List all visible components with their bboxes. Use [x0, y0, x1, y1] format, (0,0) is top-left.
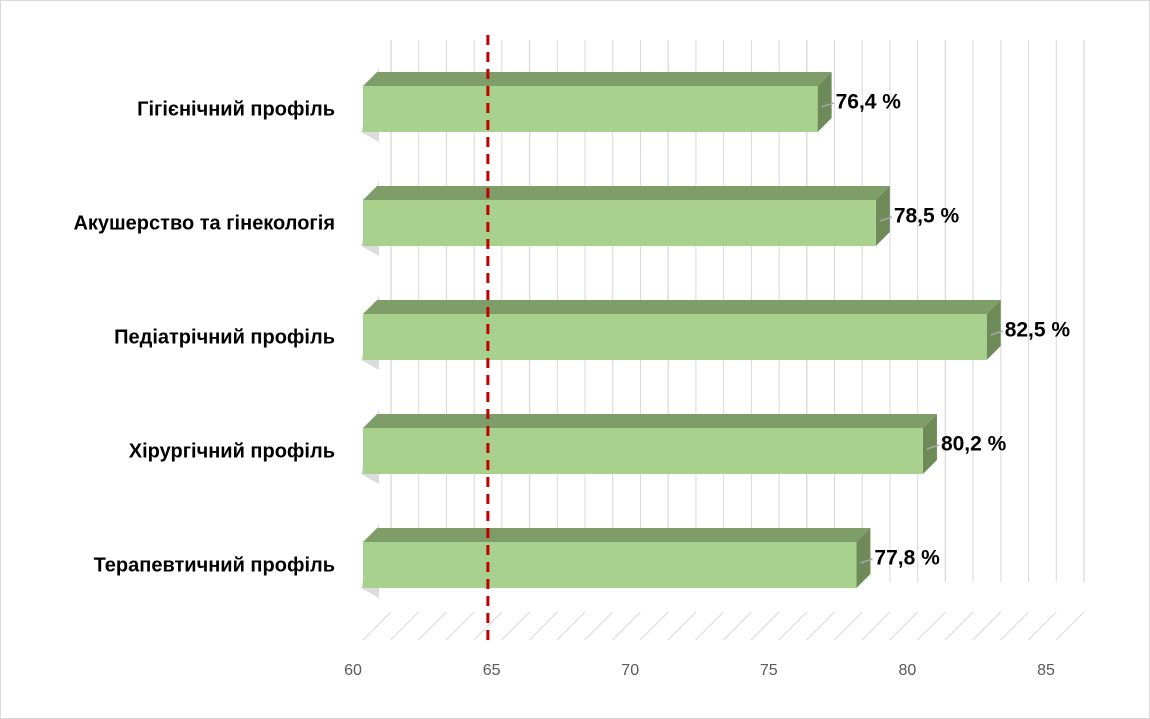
floor-gridline — [1027, 611, 1057, 641]
floor-gridline — [1055, 611, 1085, 641]
floor-gridline — [639, 611, 669, 641]
floor-gridline — [944, 611, 974, 641]
bars-layer — [361, 66, 1001, 598]
floor-gridline — [806, 611, 835, 641]
bar — [363, 200, 876, 246]
value-leader — [821, 102, 834, 108]
value-leader — [990, 330, 1003, 336]
floor-gridline — [667, 611, 697, 641]
labels-layer: 60 65 70 75 80 85 76,4 % Гігієнічний профіль 78,… — [73, 91, 1070, 679]
bar — [363, 86, 818, 132]
x-tick-label: 60 — [344, 662, 362, 679]
bar-top — [363, 300, 1001, 314]
floor-gridline — [528, 611, 558, 641]
bar — [363, 542, 857, 588]
category-label: Хірургічний профіль — [129, 440, 335, 462]
floor-gridline — [418, 611, 447, 641]
bar-side — [922, 414, 937, 474]
category-label: Гігієнічний профіль — [137, 98, 335, 120]
bar-top — [363, 528, 871, 542]
x-tick-label: 65 — [483, 662, 501, 679]
category-label: Педіатрічний профіль — [114, 326, 335, 348]
bar-side — [875, 186, 890, 246]
value-leader — [879, 216, 893, 222]
x-tick-label: 70 — [621, 662, 639, 679]
value-leader — [926, 444, 940, 450]
bar — [363, 314, 987, 360]
floor-gridline — [778, 611, 808, 641]
value-label: 78,5 % — [894, 205, 960, 228]
x-tick-label: 75 — [760, 662, 778, 679]
x-tick-label: 80 — [899, 662, 917, 679]
floor-gridline — [723, 611, 752, 641]
floor-gridline — [473, 611, 503, 641]
floor-gridline — [501, 611, 530, 641]
floor-gridline — [612, 611, 641, 641]
bar-top — [363, 72, 832, 86]
floor-gridline — [917, 611, 946, 641]
category-label: Терапевтичний профіль — [94, 554, 335, 576]
floor-gridline — [750, 611, 780, 641]
floor-gridline — [861, 611, 891, 641]
bar-side — [817, 72, 832, 132]
value-label: 82,5 % — [1005, 319, 1071, 342]
floor-gridline — [695, 611, 724, 641]
bar-side — [856, 528, 871, 588]
floor-gridline — [556, 611, 586, 641]
floor-gridline — [889, 611, 919, 641]
bar — [363, 428, 923, 474]
floor-gridline — [584, 611, 614, 641]
bar-top — [363, 186, 890, 200]
value-label: 77,8 % — [874, 547, 940, 570]
x-tick-label: 85 — [1037, 662, 1055, 679]
floor-gridline — [972, 611, 1002, 641]
category-label: Акушерство та гінекологія — [73, 212, 335, 234]
floor-gridline — [362, 611, 392, 641]
bar-top — [363, 414, 937, 428]
floor-gridline — [445, 611, 475, 641]
value-leader — [860, 558, 873, 564]
bar-side — [986, 300, 1001, 360]
floor-gridline — [1000, 611, 1029, 641]
value-label: 76,4 % — [836, 91, 902, 114]
value-label: 80,2 % — [941, 433, 1007, 456]
floor-gridline — [390, 611, 420, 641]
floor-gridline — [833, 611, 863, 641]
